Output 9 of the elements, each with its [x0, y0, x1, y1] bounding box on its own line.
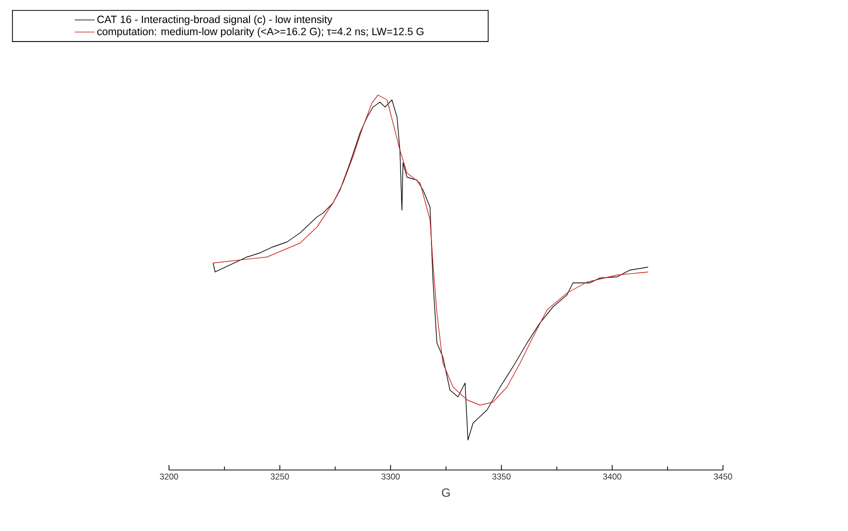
x-tick-label: 3400 [603, 474, 622, 480]
x-tick-label: 3200 [160, 474, 178, 480]
x-tick-label: 3350 [492, 474, 511, 480]
x-tick-label: 3300 [381, 474, 400, 480]
legend-label: computation: medium-low polarity (<A>=16.2 G); τ=4.2 ns; LW=12.5 G [97, 27, 424, 38]
x-tick-label: 3450 [714, 474, 732, 480]
legend-label: CAT 16 - Interacting-broad signal (c) - low intensity [97, 15, 332, 26]
x-axis-title: G [442, 488, 450, 497]
x-tick-label: 3250 [270, 474, 289, 480]
